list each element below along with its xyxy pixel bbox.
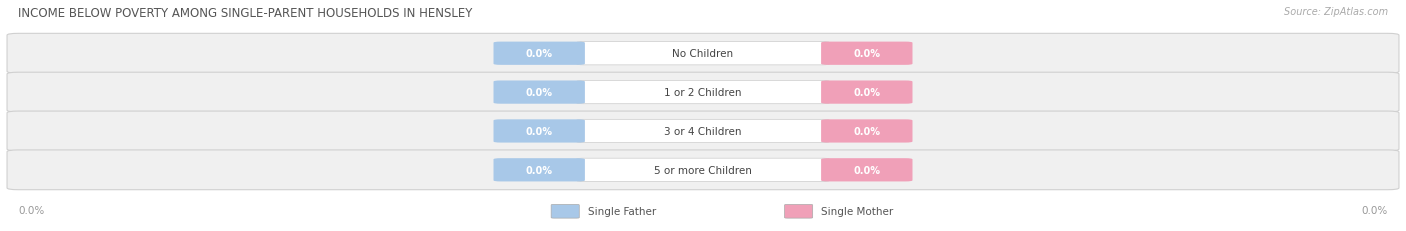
Text: 0.0%: 0.0% [853,165,880,175]
Text: 0.0%: 0.0% [526,126,553,136]
FancyBboxPatch shape [576,81,830,104]
Text: INCOME BELOW POVERTY AMONG SINGLE-PARENT HOUSEHOLDS IN HENSLEY: INCOME BELOW POVERTY AMONG SINGLE-PARENT… [18,7,472,20]
Text: Source: ZipAtlas.com: Source: ZipAtlas.com [1284,7,1388,17]
FancyBboxPatch shape [785,205,813,218]
Text: 0.0%: 0.0% [1361,205,1388,215]
FancyBboxPatch shape [7,150,1399,190]
Text: 0.0%: 0.0% [18,205,45,215]
FancyBboxPatch shape [821,43,912,66]
Text: 0.0%: 0.0% [526,88,553,98]
FancyBboxPatch shape [551,205,579,218]
FancyBboxPatch shape [821,120,912,143]
Text: Single Mother: Single Mother [821,206,893,216]
Text: 5 or more Children: 5 or more Children [654,165,752,175]
FancyBboxPatch shape [576,43,830,66]
FancyBboxPatch shape [494,120,585,143]
FancyBboxPatch shape [576,158,830,182]
FancyBboxPatch shape [821,158,912,182]
Text: 0.0%: 0.0% [526,165,553,175]
FancyBboxPatch shape [494,43,585,66]
FancyBboxPatch shape [576,120,830,143]
Text: 0.0%: 0.0% [853,126,880,136]
FancyBboxPatch shape [7,34,1399,74]
FancyBboxPatch shape [7,112,1399,151]
FancyBboxPatch shape [7,73,1399,112]
Text: 3 or 4 Children: 3 or 4 Children [664,126,742,136]
Text: 0.0%: 0.0% [853,49,880,59]
Text: 0.0%: 0.0% [526,49,553,59]
Text: No Children: No Children [672,49,734,59]
Text: 1 or 2 Children: 1 or 2 Children [664,88,742,98]
FancyBboxPatch shape [494,158,585,182]
FancyBboxPatch shape [821,81,912,104]
FancyBboxPatch shape [494,81,585,104]
Text: Single Father: Single Father [588,206,657,216]
Text: 0.0%: 0.0% [853,88,880,98]
